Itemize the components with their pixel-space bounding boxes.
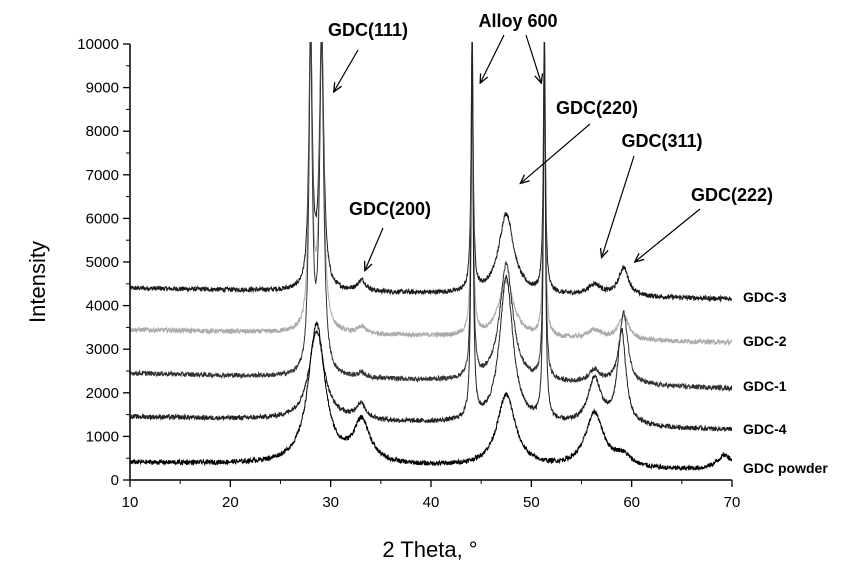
series-label: GDC-4: [743, 421, 787, 437]
annotation-arrow: [334, 49, 359, 92]
annotation-arrow: [520, 123, 591, 184]
x-tick-label: 20: [222, 494, 239, 511]
series-line-gdc-2: [130, 42, 732, 346]
y-tick-label: 8000: [86, 123, 119, 140]
x-tick-label: 60: [623, 494, 640, 511]
y-tick-label: 7000: [86, 167, 119, 184]
series-line-gdc-4: [130, 45, 732, 432]
axes-layer: 10 20 30 40 50 60 70 0 1000 2000 3000 4000 5000 6000 7…: [77, 36, 740, 511]
y-tick-label: 9000: [86, 80, 119, 97]
x-tick-label: 40: [423, 494, 440, 511]
y-tick-label: 1000: [86, 428, 119, 445]
series-label-layer: GDC-3 GDC-2 GDC-1 GDC-4 GDC powder: [743, 289, 828, 476]
y-tick-label: 5000: [86, 254, 119, 271]
x-tick-label: 30: [322, 494, 339, 511]
y-tick-label: 2000: [86, 385, 119, 402]
x-axis-title: 2 Theta, °: [382, 537, 477, 562]
annotation-label: GDC(220): [556, 98, 638, 118]
x-tick-label: 50: [523, 494, 540, 511]
annotation-arrow: [480, 34, 505, 83]
annotation-label: Alloy 600: [478, 11, 557, 31]
y-tick-label: 6000: [86, 210, 119, 227]
y-tick-label: 3000: [86, 341, 119, 358]
annotation-label: GDC(222): [691, 185, 773, 205]
annotation-arrow: [525, 34, 541, 83]
series-label: GDC-3: [743, 289, 787, 305]
series-label: GDC powder: [743, 460, 828, 476]
annotation-label: GDC(311): [621, 131, 702, 151]
y-tick-label: 4000: [86, 298, 119, 315]
series-layer: [130, 42, 732, 472]
annotation-arrow: [365, 227, 384, 271]
series-label: GDC-2: [743, 333, 787, 349]
annotation-arrow: [602, 155, 635, 258]
series-label: GDC-1: [743, 378, 787, 394]
y-axis-title: Intensity: [25, 241, 50, 323]
series-line-gdc-1: [130, 42, 732, 393]
y-tick-label: 10000: [77, 36, 119, 53]
x-tick-label: 70: [724, 494, 741, 511]
x-tick-label: 10: [122, 494, 139, 511]
series-line-gdc-3: [130, 42, 732, 303]
series-line-gdc-powder: [130, 320, 732, 472]
y-tick-label: 0: [111, 472, 119, 489]
annotation-arrow: [635, 208, 701, 262]
annotation-layer: GDC(111) Alloy 600 GDC(220) GDC(311) GDC(222…: [328, 11, 773, 271]
annotation-label: GDC(111): [328, 20, 408, 40]
annotation-label: GDC(200): [349, 199, 431, 219]
